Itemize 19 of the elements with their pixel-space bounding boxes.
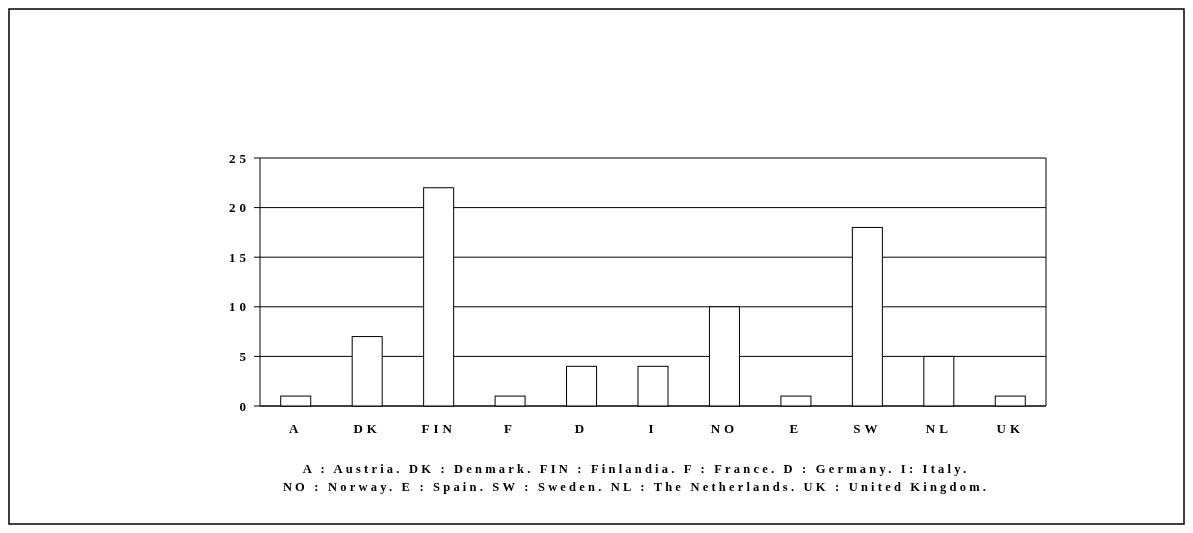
- y-tick-label: 0: [239, 398, 250, 414]
- x-tick-label: SW: [853, 421, 882, 436]
- y-tick-label: 20: [229, 200, 250, 216]
- y-tick-label: 15: [229, 249, 250, 265]
- x-tick-label: NL: [925, 421, 952, 436]
- x-tick-label: DK: [353, 421, 381, 436]
- y-tick-label: 25: [229, 150, 250, 166]
- x-tick-label: FIN: [421, 421, 456, 436]
- text: NO : Norway. E : Spain. SW : Sweden. NL : The Netherlands. UK : United Kingdom.: [282, 480, 990, 494]
- x-tick-label: E: [789, 421, 803, 436]
- text: A : Austria. DK : Denmark. FIN : Finlandia. F : France. D : Germany. I: Italy.: [302, 462, 970, 476]
- x-tick-label: NO: [710, 421, 739, 436]
- x-tick-label: UK: [996, 421, 1025, 436]
- y-tick-label: 5: [239, 348, 250, 364]
- x-tick-label: F: [504, 421, 517, 436]
- x-tick-label: D: [574, 421, 589, 436]
- x-tick-label: I: [648, 421, 658, 436]
- y-tick-label: 10: [229, 299, 250, 315]
- x-tick-label: A: [289, 421, 303, 436]
